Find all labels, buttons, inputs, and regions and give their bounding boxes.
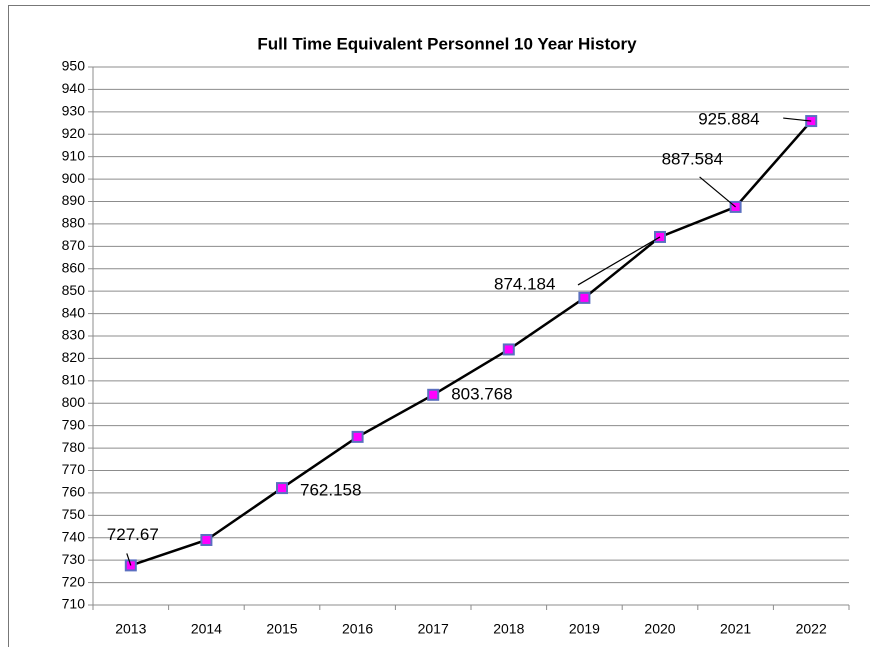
line (130, 120, 813, 567)
y-tick-label: 760 (62, 484, 86, 500)
y-tick-label: 870 (62, 237, 86, 253)
y-tick-label: 900 (62, 170, 86, 186)
y-tick-label: 790 (62, 416, 86, 432)
data-label: 887.584 (662, 149, 723, 168)
x-tick-label: 2017 (418, 621, 449, 637)
y-tick-label: 890 (62, 192, 86, 208)
y-tick-label: 860 (62, 259, 86, 275)
leader-line (126, 553, 132, 566)
y-tick-label: 810 (62, 372, 86, 388)
y-tick-label: 770 (62, 461, 86, 477)
x-tick-label: 2013 (115, 621, 146, 637)
marker (276, 482, 288, 495)
data-label: 874.184 (494, 274, 555, 293)
y-tick-label: 850 (62, 282, 86, 298)
data-label: 925.884 (698, 110, 759, 129)
leader-line (577, 236, 661, 286)
data-label: 727.67 (107, 525, 159, 544)
y-tick-label: 820 (62, 349, 86, 365)
y-tick-label: 750 (62, 506, 86, 522)
data-label: 762.158 (300, 481, 361, 500)
chart-frame (8, 5, 870, 647)
chart-title: Full Time Equivalent Personnel 10 Year H… (257, 34, 637, 53)
y-tick-label: 840 (62, 304, 86, 320)
y-tick-label: 740 (62, 528, 86, 544)
x-tick-label: 2015 (266, 621, 297, 637)
y-tick-label: 720 (62, 573, 86, 589)
y-tick-label: 880 (62, 215, 86, 231)
y-tick-label: 930 (62, 103, 86, 119)
x-tick-label: 2019 (569, 621, 600, 637)
x-tick-label: 2020 (644, 621, 675, 637)
marker (427, 388, 440, 401)
y-tick-label: 920 (62, 125, 86, 141)
marker (351, 430, 364, 443)
x-tick-label: 2016 (342, 621, 373, 637)
y-tick-label: 910 (62, 147, 86, 163)
y-tick-label: 800 (62, 394, 86, 410)
y-tick-label: 940 (62, 80, 86, 96)
y-tick-label: 780 (62, 439, 86, 455)
marker (502, 343, 515, 356)
x-tick-label: 2021 (720, 621, 751, 637)
y-tick-label: 830 (62, 327, 86, 343)
marker (200, 533, 213, 546)
x-tick-label: 2022 (796, 621, 827, 637)
x-tick-label: 2014 (191, 621, 222, 637)
y-tick-label: 730 (62, 551, 86, 567)
x-tick-label: 2018 (493, 621, 524, 637)
y-tick-label: 950 (62, 58, 86, 74)
data-label: 803.768 (451, 384, 512, 403)
leader-line (783, 117, 812, 122)
marker (578, 291, 591, 304)
y-tick-label: 710 (62, 596, 86, 612)
leader-line (699, 176, 736, 208)
